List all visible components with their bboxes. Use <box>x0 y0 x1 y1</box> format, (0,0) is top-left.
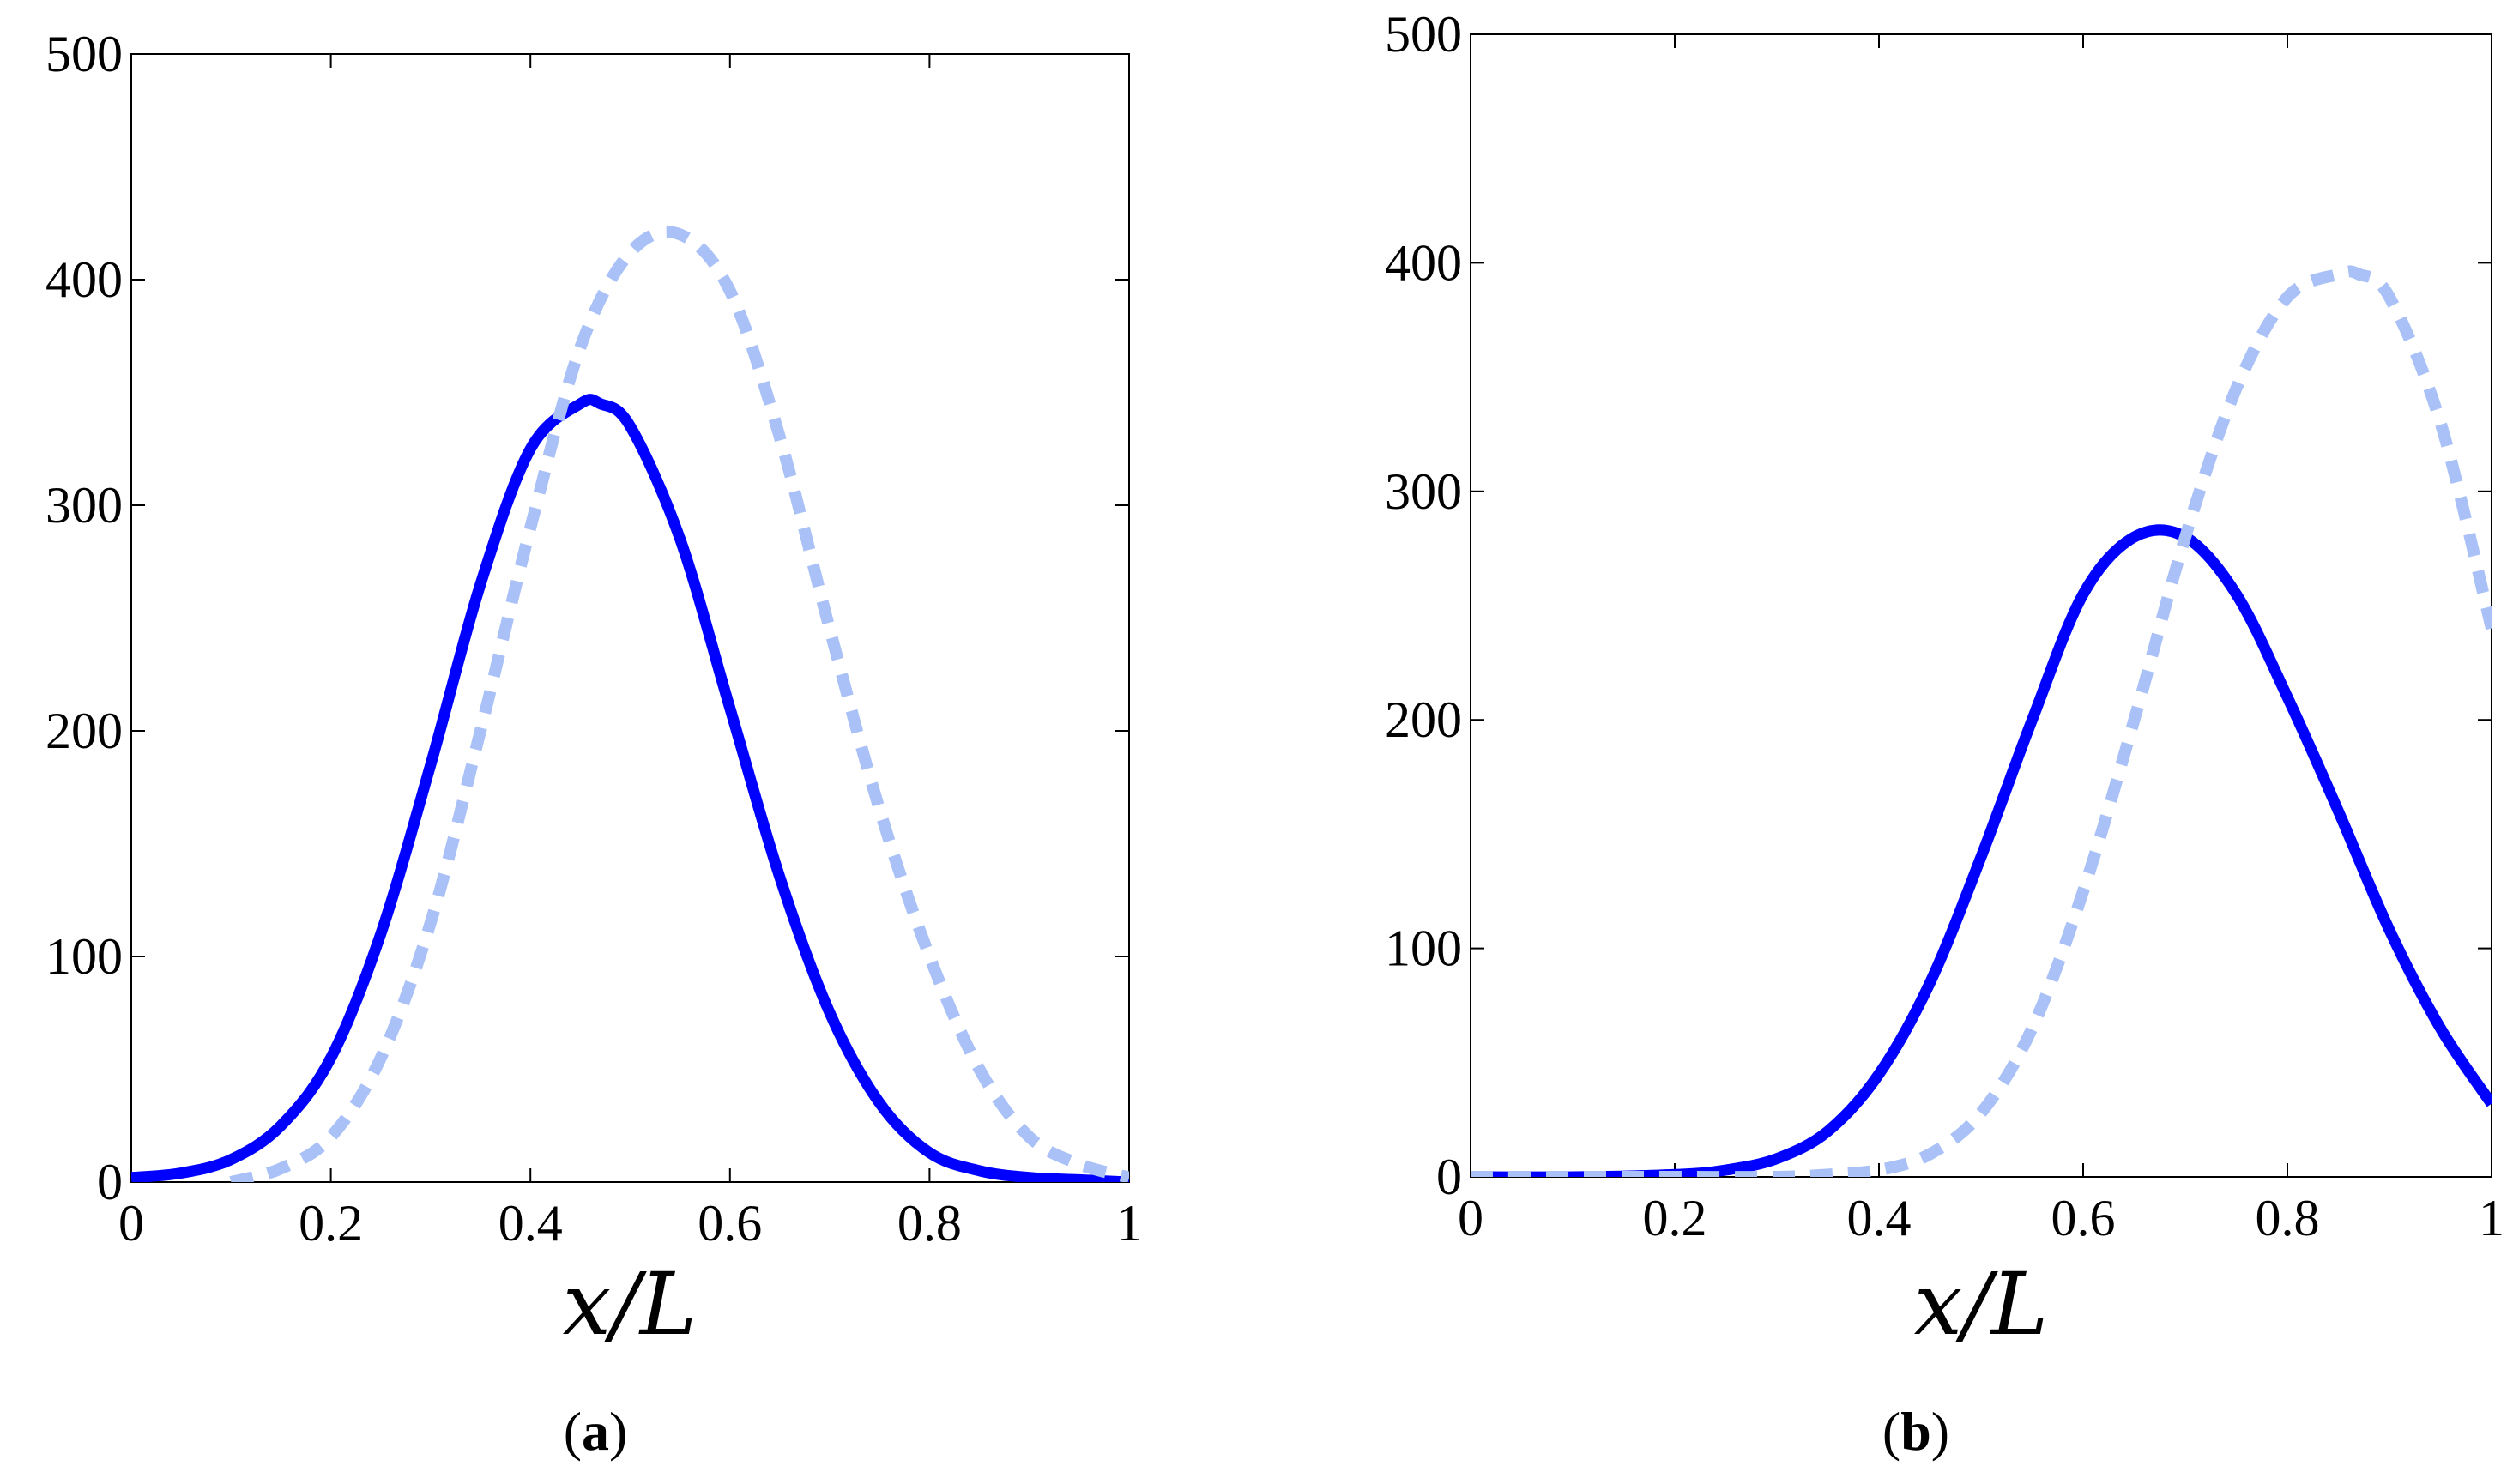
series-line-dashed-b <box>1471 265 2492 1177</box>
y-tick-label-a: 200 <box>45 703 123 759</box>
y-tick-label-b: 500 <box>1385 6 1462 63</box>
panel-letter-a: a <box>582 1401 609 1462</box>
chart-panel-a: 0 0.2 0.4 0.6 0.8 1 0 100 200 300 400 500 x/L (a) <box>45 26 1142 1462</box>
y-tick-label-a: 0 <box>97 1154 123 1210</box>
ticklabels-b: 0 0.2 0.4 0.6 0.8 1 0 100 200 300 400 500 <box>1385 6 2504 1246</box>
series-line-solid-a <box>131 394 1129 1182</box>
y-tick-label-a: 300 <box>45 477 123 534</box>
x-tick-label-a: 0 <box>118 1195 144 1252</box>
panel-caption-b: (b) <box>1882 1401 1949 1462</box>
y-tick-label-b: 0 <box>1436 1149 1462 1205</box>
series-a <box>131 226 1129 1182</box>
y-tick-label-b: 100 <box>1385 920 1462 977</box>
x-tick-label-a: 0.4 <box>498 1195 563 1252</box>
ticks-a <box>130 53 1130 1183</box>
series-line-dashed-a <box>229 226 1129 1182</box>
plot-area-b <box>1470 33 2492 1178</box>
x-tick-label-a: 0.2 <box>299 1195 363 1252</box>
plot-area-a <box>130 53 1130 1183</box>
y-tick-label-a: 400 <box>45 251 123 308</box>
y-tick-label-a: 100 <box>45 928 123 985</box>
y-tick-label-b: 300 <box>1385 463 1462 520</box>
chart-panel-b: 0 0.2 0.4 0.6 0.8 1 0 100 200 300 400 500 x/L (b) <box>1385 6 2504 1462</box>
x-tick-label-b: 1 <box>2479 1190 2504 1246</box>
x-tick-label-a: 0.6 <box>698 1195 762 1252</box>
series-line-solid-b <box>1471 524 2492 1177</box>
x-axis-label-a: x/L <box>563 1254 698 1354</box>
x-tick-label-b: 0.8 <box>2256 1190 2320 1246</box>
y-tick-label-b: 400 <box>1385 234 1462 291</box>
panel-caption-a: (a) <box>564 1401 628 1462</box>
series-b <box>1471 265 2492 1177</box>
x-tick-label-b: 0.6 <box>2051 1190 2116 1246</box>
y-tick-label-b: 200 <box>1385 691 1462 748</box>
x-tick-label-b: 0.2 <box>1643 1190 1707 1246</box>
x-axis-label-b: x/L <box>1914 1254 2049 1354</box>
x-tick-label-a: 0.8 <box>897 1195 962 1252</box>
x-tick-label-b: 0 <box>1458 1190 1483 1246</box>
x-tick-label-a: 1 <box>1116 1195 1142 1252</box>
y-tick-label-a: 500 <box>45 26 123 82</box>
ticklabels-a: 0 0.2 0.4 0.6 0.8 1 0 100 200 300 400 500 <box>45 26 1142 1252</box>
panel-letter-b: b <box>1900 1401 1931 1462</box>
ticks-b <box>1470 33 2492 1178</box>
x-tick-label-b: 0.4 <box>1847 1190 1912 1246</box>
